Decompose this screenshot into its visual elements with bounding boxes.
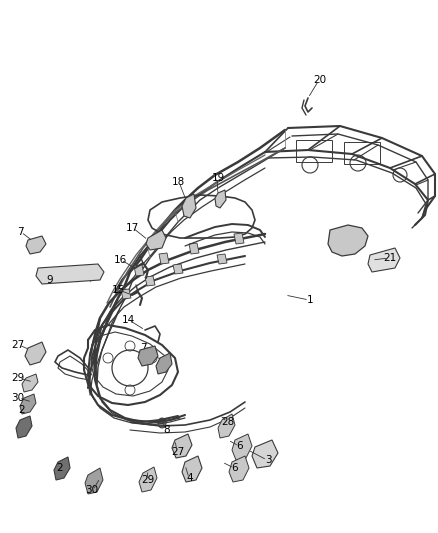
Polygon shape bbox=[121, 289, 131, 299]
Text: 7: 7 bbox=[17, 227, 23, 237]
Ellipse shape bbox=[21, 423, 28, 433]
Text: 2: 2 bbox=[57, 463, 64, 473]
Polygon shape bbox=[182, 456, 202, 482]
Text: 30: 30 bbox=[11, 393, 25, 403]
Polygon shape bbox=[159, 253, 169, 264]
Text: 1: 1 bbox=[307, 295, 313, 305]
Text: 28: 28 bbox=[221, 417, 235, 427]
Polygon shape bbox=[16, 416, 32, 438]
Text: 29: 29 bbox=[141, 475, 155, 485]
Polygon shape bbox=[25, 342, 46, 365]
Ellipse shape bbox=[158, 418, 166, 428]
Text: 4: 4 bbox=[187, 473, 193, 483]
Polygon shape bbox=[182, 194, 196, 218]
Polygon shape bbox=[20, 394, 36, 414]
Polygon shape bbox=[252, 440, 278, 468]
Text: 9: 9 bbox=[47, 275, 53, 285]
Text: 7: 7 bbox=[140, 343, 146, 353]
Polygon shape bbox=[234, 233, 244, 244]
Polygon shape bbox=[189, 243, 199, 254]
Polygon shape bbox=[215, 190, 226, 208]
Polygon shape bbox=[229, 456, 249, 482]
Text: 6: 6 bbox=[237, 441, 244, 451]
Polygon shape bbox=[22, 374, 38, 392]
Text: 27: 27 bbox=[171, 447, 185, 457]
Bar bbox=[344, 142, 380, 164]
Ellipse shape bbox=[59, 465, 66, 475]
Polygon shape bbox=[156, 353, 172, 374]
Polygon shape bbox=[139, 467, 157, 492]
Text: 13: 13 bbox=[145, 350, 159, 360]
Polygon shape bbox=[138, 346, 158, 366]
Polygon shape bbox=[54, 457, 70, 480]
Text: 8: 8 bbox=[164, 425, 170, 435]
Text: 27: 27 bbox=[11, 340, 25, 350]
Bar bbox=[296, 140, 332, 162]
Text: 15: 15 bbox=[111, 285, 125, 295]
Text: 30: 30 bbox=[85, 485, 99, 495]
Polygon shape bbox=[232, 434, 252, 460]
Text: 18: 18 bbox=[171, 177, 185, 187]
Text: 19: 19 bbox=[212, 173, 225, 183]
Polygon shape bbox=[26, 236, 46, 254]
Polygon shape bbox=[134, 265, 144, 276]
Text: 17: 17 bbox=[125, 223, 138, 233]
Polygon shape bbox=[36, 264, 104, 284]
Text: 6: 6 bbox=[232, 463, 238, 473]
Polygon shape bbox=[173, 264, 183, 274]
Text: 16: 16 bbox=[113, 255, 127, 265]
Polygon shape bbox=[85, 468, 103, 494]
Polygon shape bbox=[145, 276, 155, 286]
Text: 3: 3 bbox=[265, 455, 271, 465]
Text: 20: 20 bbox=[314, 75, 327, 85]
Text: 29: 29 bbox=[11, 373, 25, 383]
Text: 2: 2 bbox=[19, 405, 25, 415]
Polygon shape bbox=[172, 434, 192, 458]
Polygon shape bbox=[218, 414, 235, 438]
Polygon shape bbox=[368, 248, 400, 272]
Polygon shape bbox=[146, 230, 166, 250]
Text: 21: 21 bbox=[383, 253, 397, 263]
Polygon shape bbox=[217, 254, 227, 264]
Text: 14: 14 bbox=[121, 315, 134, 325]
Polygon shape bbox=[328, 225, 368, 256]
Ellipse shape bbox=[25, 400, 31, 409]
